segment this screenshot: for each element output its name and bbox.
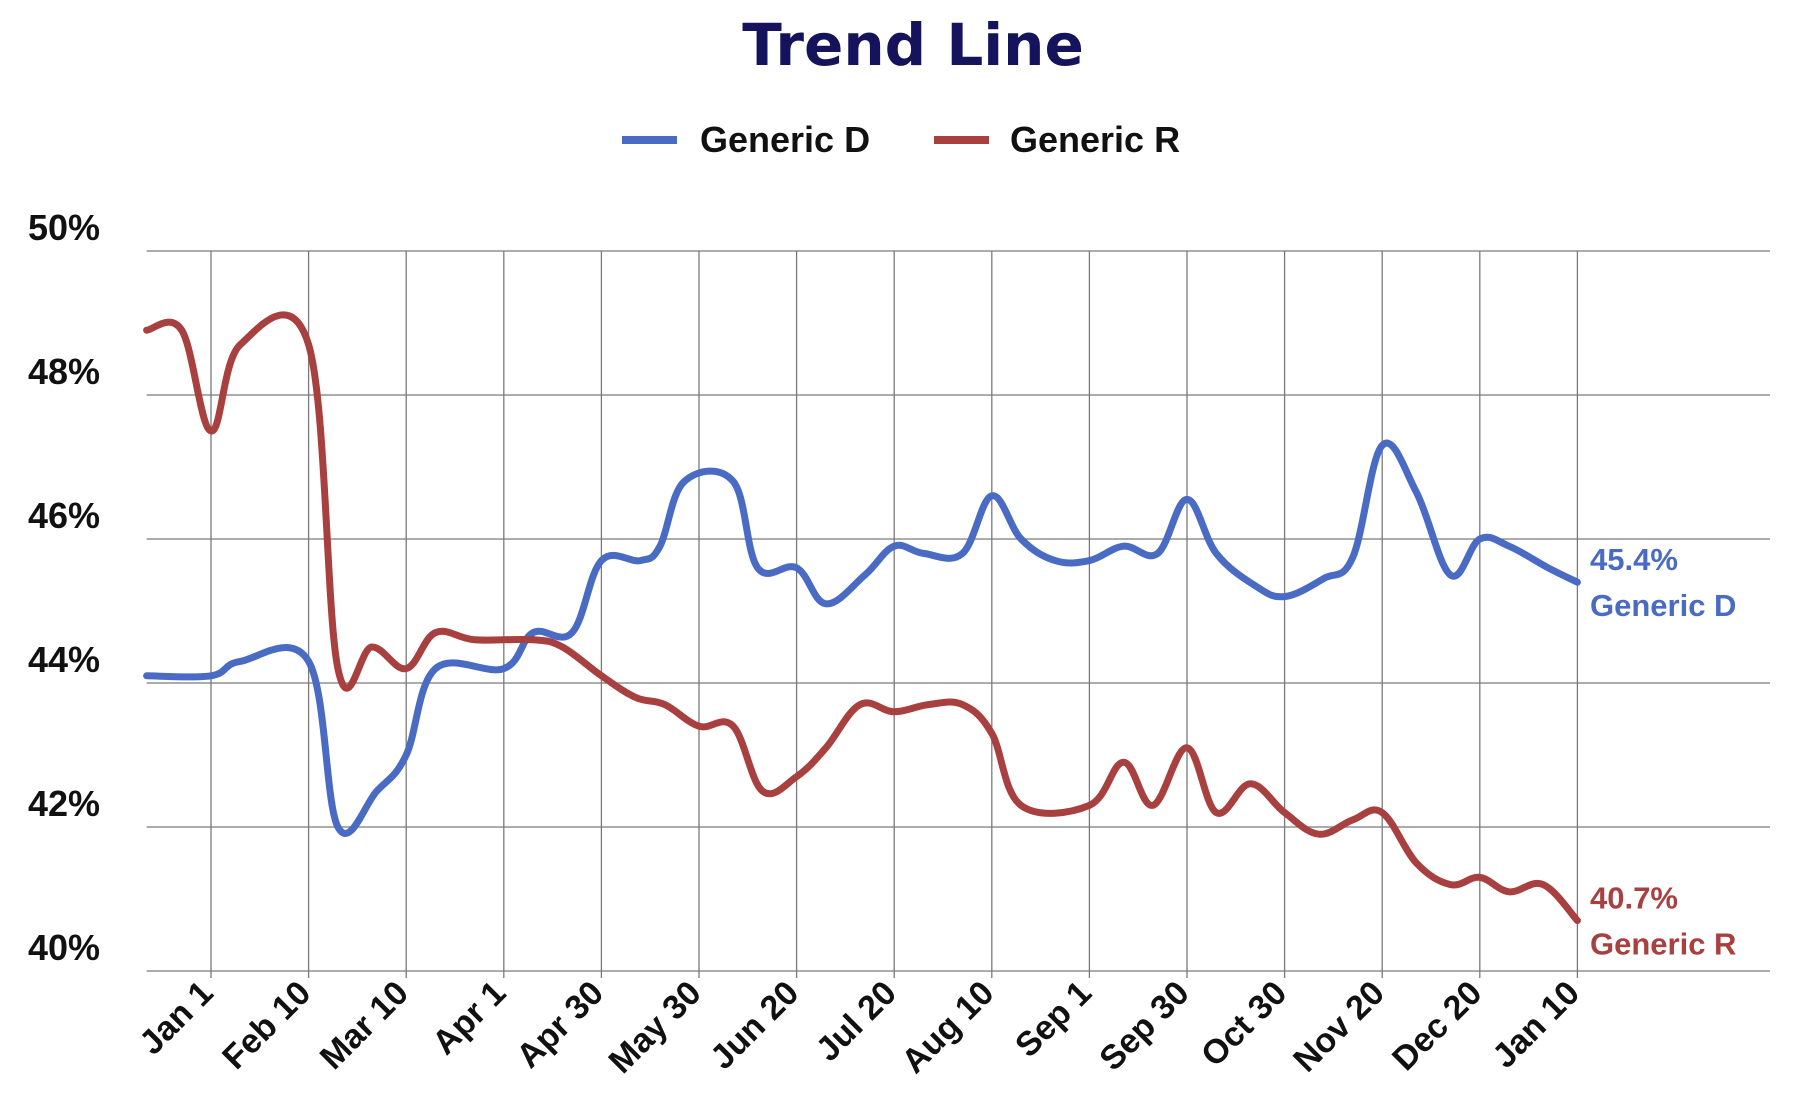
x-tick-label: May 30 [602,974,709,1081]
end-value-label: 45.4% [1590,542,1678,577]
x-tick-label: Sep 1 [1008,974,1099,1065]
x-tick-label: Aug 10 [894,974,1001,1081]
series-line-generic-r [143,311,1581,925]
legend: Generic D Generic R [622,119,1180,160]
end-labels: 45.4% Generic D 40.7% Generic R [1590,542,1736,961]
legend-label: Generic D [700,119,870,160]
x-tick-label: Jan 1 [132,974,220,1062]
x-tick-label: Oct 30 [1194,974,1294,1074]
y-tick-label: 48% [28,351,100,392]
legend-item: Generic D [622,119,870,160]
x-tick-label: Jun 20 [703,974,806,1077]
x-tick-label: Nov 20 [1286,974,1392,1080]
x-tick-label: Sep 30 [1092,974,1196,1078]
y-axis-ticks: 40% 42% 44% 46% 48% 50% [28,207,100,968]
legend-label: Generic R [1010,119,1180,160]
x-tick-label: Jul 20 [809,974,904,1069]
end-series-label: Generic D [1590,588,1736,623]
x-tick-label: Apr 30 [509,974,611,1076]
end-value-label: 40.7% [1590,881,1678,916]
x-tick-label: Jan 10 [1485,974,1587,1076]
x-tick-label: Dec 20 [1385,974,1489,1078]
y-tick-label: 46% [28,495,100,536]
grid [146,250,1770,978]
series-lines [143,311,1581,925]
y-tick-label: 44% [28,639,100,680]
legend-item: Generic R [934,119,1180,160]
x-tick-label: Apr 1 [425,974,513,1062]
y-tick-label: 40% [28,927,100,968]
series-line-generic-d [143,439,1581,837]
end-series-label: Generic R [1590,927,1736,962]
x-tick-label: Mar 10 [313,974,416,1077]
y-tick-label: 50% [28,207,100,248]
x-tick-label: Feb 10 [215,974,318,1077]
y-tick-label: 42% [28,783,100,824]
chart-title: Trend Line [742,11,1084,79]
